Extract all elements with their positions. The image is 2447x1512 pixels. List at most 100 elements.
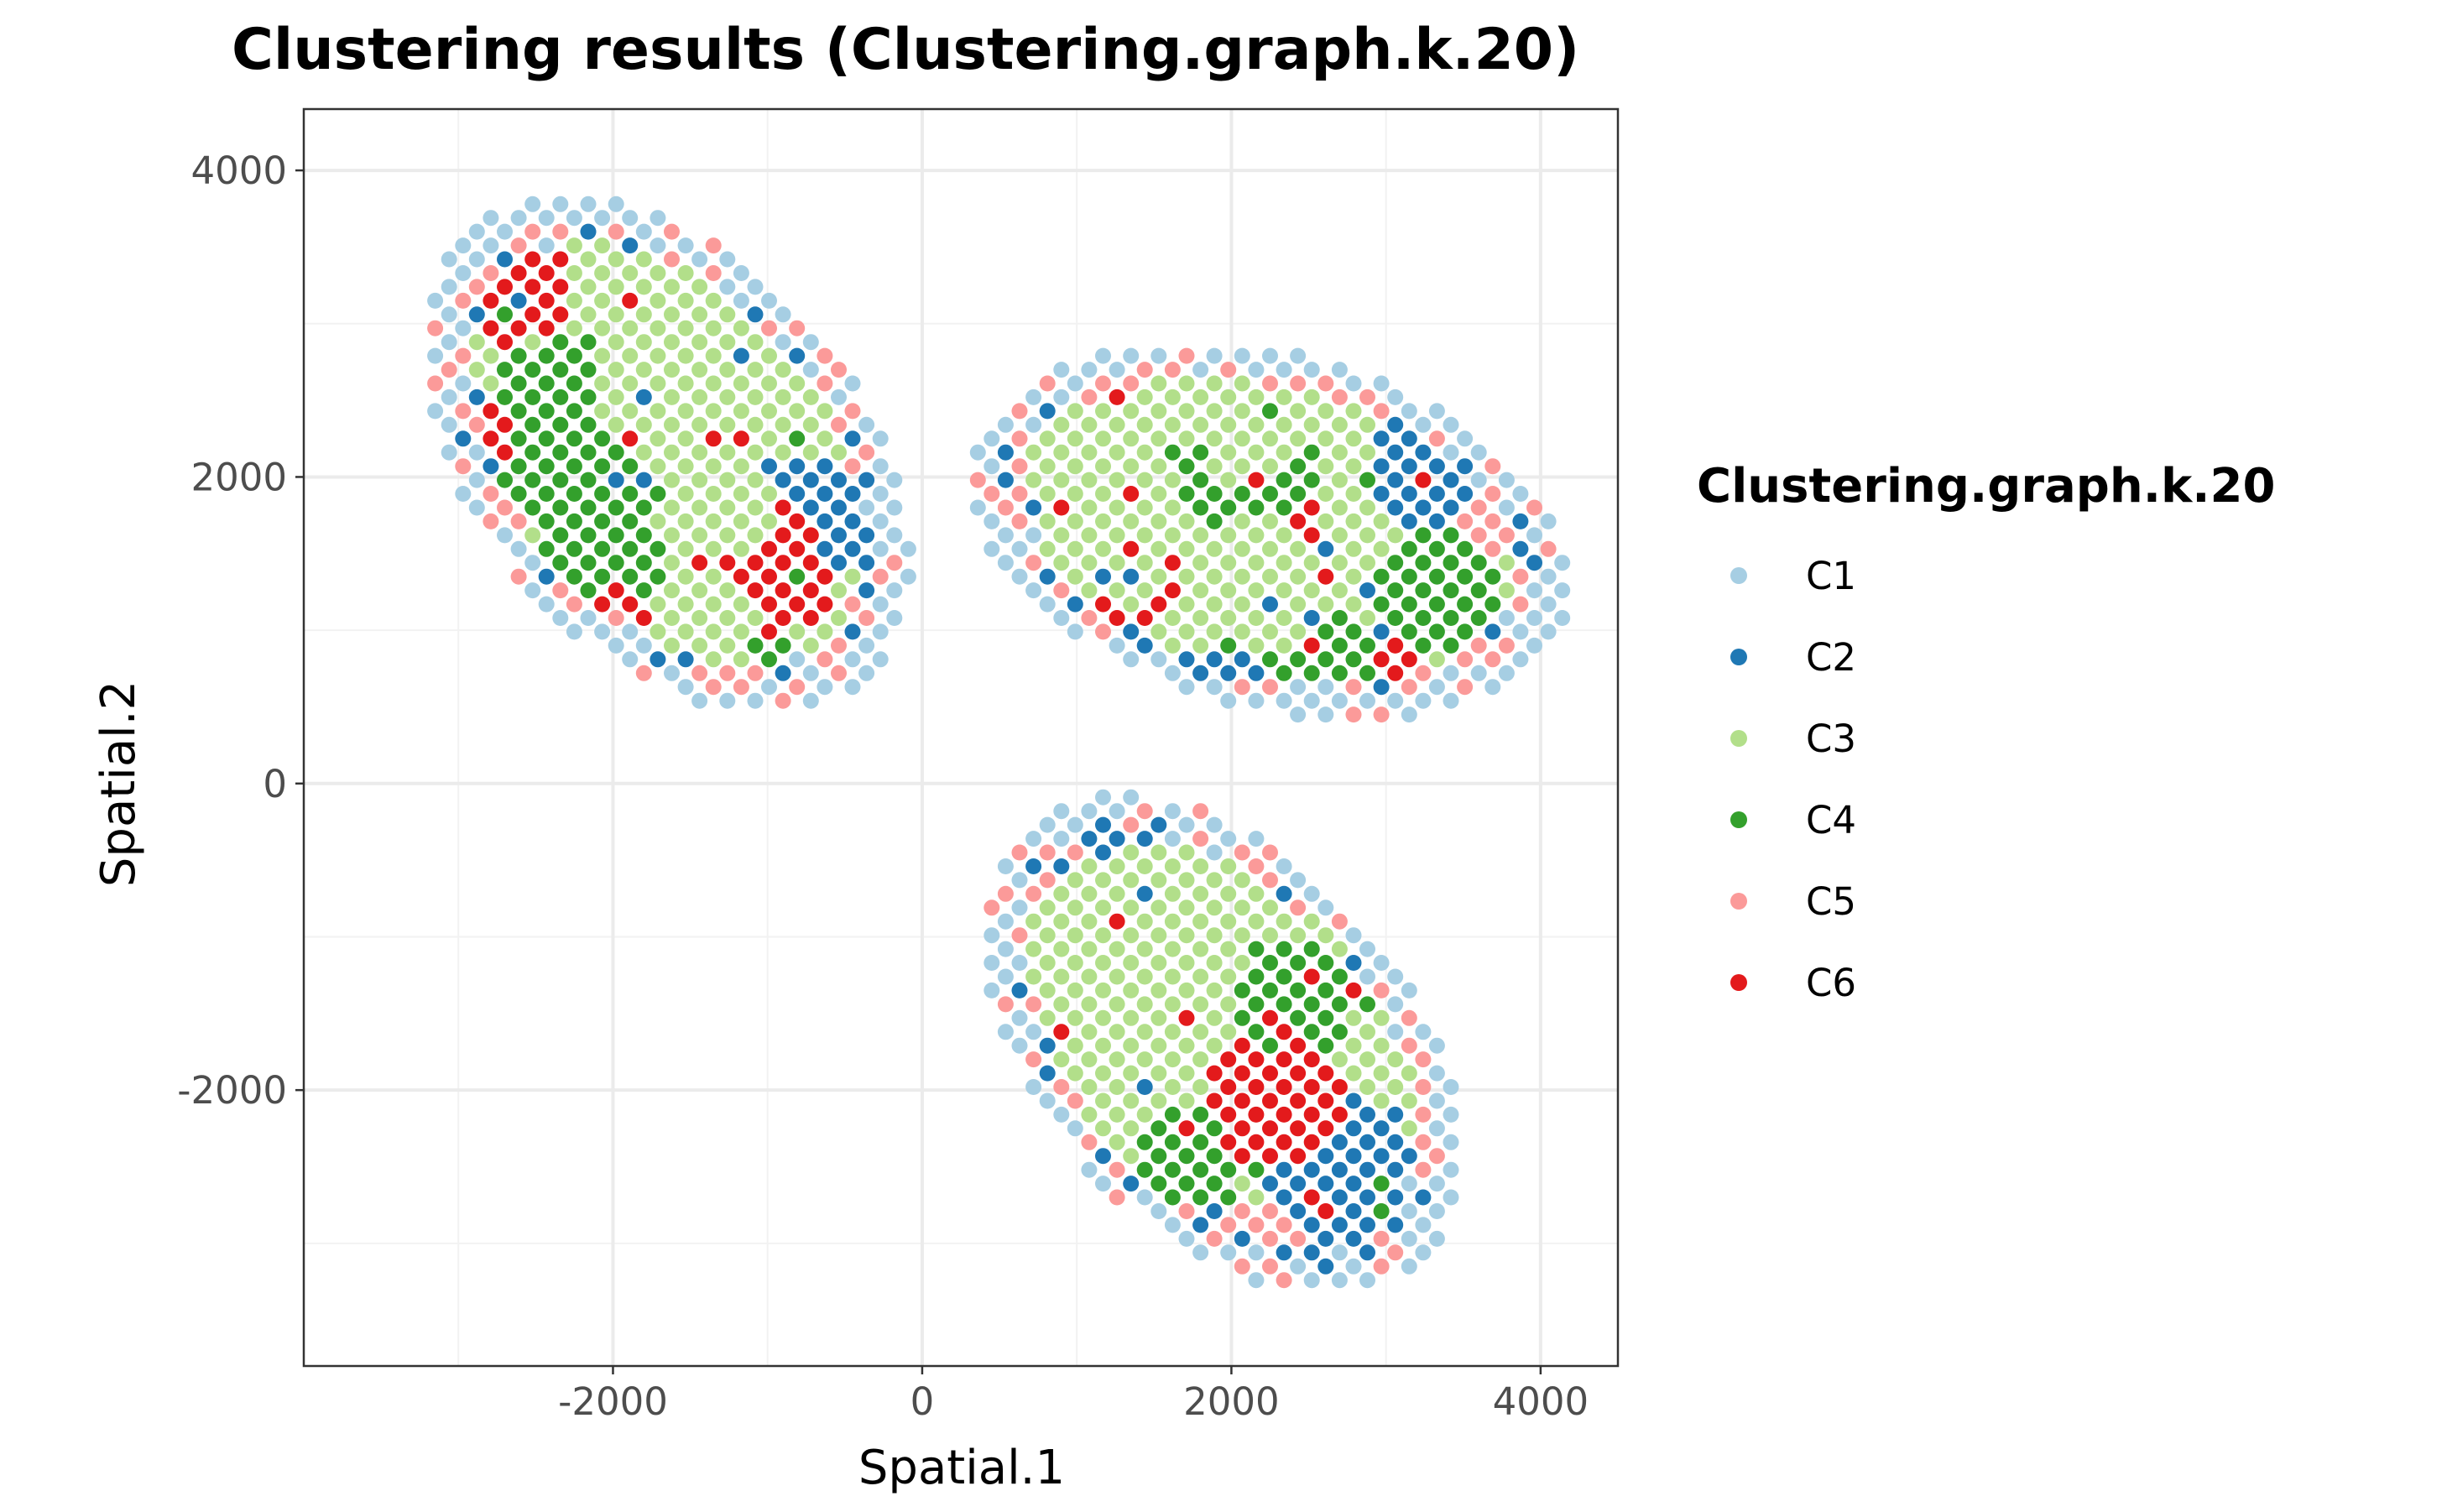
spot-c3 <box>1109 968 1125 985</box>
spot-c5 <box>1081 388 1098 405</box>
spot-c3 <box>705 513 722 529</box>
spot-c5 <box>455 403 472 420</box>
spot-c4 <box>1443 637 1459 654</box>
spot-c4 <box>1303 444 1320 461</box>
spot-c1 <box>886 582 903 599</box>
spot-c3 <box>1025 913 1042 930</box>
spot-c6 <box>1317 568 1334 585</box>
spot-c5 <box>455 292 472 309</box>
spot-c4 <box>552 527 569 544</box>
spot-c3 <box>1178 596 1195 613</box>
spot-c3 <box>1206 540 1223 557</box>
spot-c2 <box>817 458 833 475</box>
spot-c3 <box>622 347 639 364</box>
spot-c3 <box>1206 375 1223 392</box>
spot-c5 <box>1470 527 1487 544</box>
spot-c2 <box>1303 1244 1320 1261</box>
spot-c1 <box>1401 1258 1417 1275</box>
spot-c3 <box>622 375 639 392</box>
spot-c3 <box>705 623 722 640</box>
spot-c2 <box>1428 458 1445 475</box>
spot-c4 <box>552 555 569 571</box>
spot-c2 <box>1317 1148 1334 1165</box>
spot-c5 <box>1011 403 1028 420</box>
legend-key-c2 <box>1730 649 1747 665</box>
spot-c5 <box>510 237 527 254</box>
spot-c3 <box>1081 582 1098 599</box>
spot-c5 <box>1039 375 1056 392</box>
spot-c3 <box>1498 555 1515 571</box>
spot-c3 <box>677 375 694 392</box>
spot-c3 <box>1150 955 1167 971</box>
spot-c3 <box>761 513 777 529</box>
spot-c3 <box>747 334 764 351</box>
spot-c2 <box>1290 1176 1307 1192</box>
spot-c3 <box>524 527 541 544</box>
spot-c4 <box>552 472 569 488</box>
spot-c2 <box>1387 1134 1404 1150</box>
spot-c3 <box>1192 637 1209 654</box>
spot-c3 <box>733 458 749 475</box>
spot-c3 <box>1206 1037 1223 1054</box>
spot-c3 <box>1276 416 1292 433</box>
spot-c3 <box>1136 527 1153 544</box>
spot-c6 <box>1234 1037 1250 1054</box>
spot-c3 <box>1262 623 1278 640</box>
spot-c2 <box>1345 1203 1362 1219</box>
spot-c6 <box>1303 1106 1320 1123</box>
spot-c1 <box>1331 362 1348 378</box>
spot-c6 <box>1095 596 1111 613</box>
spot-c2 <box>1457 458 1474 475</box>
spot-c5 <box>1262 1258 1278 1275</box>
spot-c4 <box>552 416 569 433</box>
spot-c3 <box>1387 1079 1404 1095</box>
spot-c3 <box>1109 472 1125 488</box>
spot-c1 <box>497 223 513 240</box>
spot-c1 <box>719 279 736 295</box>
spot-c3 <box>1164 1051 1181 1068</box>
spot-c5 <box>886 555 903 571</box>
spot-c4 <box>1290 486 1307 502</box>
spot-c3 <box>1067 955 1083 971</box>
spot-c1 <box>969 499 986 516</box>
spot-c2 <box>1387 499 1404 516</box>
spot-c5 <box>733 679 749 696</box>
spot-c3 <box>594 292 611 309</box>
spot-c1 <box>1123 651 1140 668</box>
spot-c1 <box>872 651 889 668</box>
spot-c2 <box>1373 430 1390 447</box>
spot-c6 <box>594 596 611 613</box>
spot-c2 <box>789 486 806 502</box>
spot-c5 <box>1387 1244 1404 1261</box>
spot-c3 <box>1081 913 1098 930</box>
spot-c1 <box>650 237 666 254</box>
spot-c5 <box>1428 1148 1445 1165</box>
spot-c3 <box>483 347 499 364</box>
spot-c1 <box>1345 375 1362 392</box>
spot-c3 <box>1025 968 1042 985</box>
spot-c6 <box>483 292 499 309</box>
legend-label-c4: C4 <box>1806 798 1856 842</box>
spot-c3 <box>1150 513 1167 529</box>
spot-c3 <box>1150 899 1167 916</box>
spot-c1 <box>1331 692 1348 709</box>
spot-c2 <box>1387 416 1404 433</box>
spot-c3 <box>719 472 736 488</box>
spot-c1 <box>1303 885 1320 902</box>
spot-c1 <box>1220 692 1237 709</box>
spot-c3 <box>1136 941 1153 957</box>
spot-c4 <box>1415 610 1432 626</box>
spot-c4 <box>1164 1106 1181 1123</box>
spot-c3 <box>719 362 736 378</box>
spot-c1 <box>775 334 791 351</box>
spot-c2 <box>1039 1065 1056 1082</box>
spot-c1 <box>427 292 444 309</box>
spot-c2 <box>1234 651 1250 668</box>
spot-c4 <box>538 430 555 447</box>
spot-c2 <box>858 582 875 599</box>
spot-c3 <box>1206 982 1223 998</box>
spot-c3 <box>1234 927 1250 944</box>
spot-c1 <box>1317 706 1334 723</box>
spot-c6 <box>552 306 569 323</box>
spot-c5 <box>761 320 777 336</box>
